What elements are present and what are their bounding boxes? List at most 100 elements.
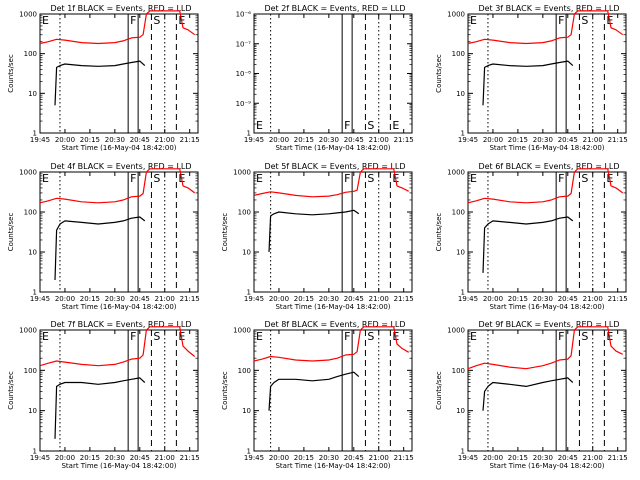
panel-det-5: Det 5f BLACK = Events, RED = LLD 1 10 100 10… bbox=[221, 162, 414, 311]
plot-frame bbox=[467, 13, 627, 134]
y-tick-label: 100 bbox=[24, 50, 37, 58]
y-tick-label: 10 bbox=[456, 249, 465, 257]
y-axis-label: Counts/sec bbox=[221, 371, 229, 410]
marker-label: F bbox=[558, 330, 564, 343]
x-tick-label: 20:45 bbox=[344, 454, 364, 462]
y-tick-label: 10 bbox=[456, 90, 465, 98]
x-tick-label: 20:00 bbox=[483, 454, 503, 462]
x-tick-label: 21:00 bbox=[583, 136, 603, 144]
y-tick-label: 1000 bbox=[19, 169, 37, 177]
plot-frame bbox=[253, 171, 413, 293]
x-tick-label: 19:45 bbox=[30, 295, 50, 303]
x-tick-label: 20:45 bbox=[130, 454, 150, 462]
x-tick-label: 20:00 bbox=[483, 295, 503, 303]
y-axis-label: Counts/sec bbox=[221, 213, 229, 252]
x-tick-label: 20:00 bbox=[269, 454, 289, 462]
y-tick-label: 1 bbox=[247, 130, 251, 138]
x-tick-label: 20:00 bbox=[483, 136, 503, 144]
x-tick-label: 20:45 bbox=[344, 295, 364, 303]
marker-label: E bbox=[42, 330, 49, 343]
panel-det-8: Det 8f BLACK = Events, RED = LLD 1 10 100 10… bbox=[221, 320, 414, 470]
y-tick-label: 1 bbox=[33, 448, 37, 456]
y-axis-label: Counts/sec bbox=[435, 371, 443, 410]
x-tick-label: 21:15 bbox=[608, 454, 628, 462]
x-tick-label: 20:45 bbox=[130, 295, 150, 303]
x-tick-label: 20:15 bbox=[294, 136, 314, 144]
y-tick-label: 10⁻⁶ bbox=[236, 11, 252, 19]
marker-label: S bbox=[581, 330, 588, 343]
marker-label: F bbox=[558, 14, 564, 27]
x-tick-label: 21:15 bbox=[180, 295, 200, 303]
events-series-line bbox=[54, 216, 146, 281]
panel-title: Det 4f BLACK = Events, RED = LLD bbox=[50, 162, 191, 171]
x-tick-label: 20:00 bbox=[55, 136, 75, 144]
marker-label: E bbox=[256, 172, 263, 185]
x-axis-label: Start Time (16-May-04 18:42:00) bbox=[61, 303, 176, 311]
marker-label: E bbox=[256, 119, 263, 132]
x-tick-label: 20:15 bbox=[508, 295, 528, 303]
panel-det-3: Det 3f BLACK = Events, RED = LLD 1 10 100 10… bbox=[435, 4, 628, 152]
y-tick-label: 1 bbox=[461, 448, 465, 456]
x-tick-label: 21:15 bbox=[180, 136, 200, 144]
marker-label: F bbox=[344, 172, 350, 185]
panel-det-9: Det 9f BLACK = Events, RED = LLD 1 10 100 10… bbox=[435, 320, 628, 470]
x-tick-label: 20:30 bbox=[533, 136, 553, 144]
events-series-line bbox=[482, 377, 574, 411]
y-tick-label: 10 bbox=[242, 249, 251, 257]
lld-series-line bbox=[467, 326, 623, 370]
x-tick-label: 19:45 bbox=[244, 454, 264, 462]
x-tick-label: 20:15 bbox=[80, 454, 100, 462]
panel-title: Det 5f BLACK = Events, RED = LLD bbox=[264, 162, 405, 171]
lld-series-line bbox=[467, 10, 624, 45]
y-tick-label: 1 bbox=[33, 289, 37, 297]
y-tick-label: 1000 bbox=[447, 327, 465, 335]
panel-title: Det 6f BLACK = Events, RED = LLD bbox=[478, 162, 619, 171]
x-tick-label: 20:30 bbox=[319, 136, 339, 144]
y-tick-label: 1 bbox=[461, 130, 465, 138]
x-tick-label: 20:00 bbox=[269, 136, 289, 144]
x-axis-label: Start Time (16-May-04 18:42:00) bbox=[275, 462, 390, 470]
x-axis-label: Start Time (16-May-04 18:42:00) bbox=[489, 462, 604, 470]
x-tick-label: 21:00 bbox=[369, 295, 389, 303]
x-tick-label: 19:45 bbox=[458, 136, 478, 144]
y-tick-label: 10 bbox=[242, 407, 251, 415]
plot-frame bbox=[39, 13, 199, 134]
x-axis-label: Start Time (16-May-04 18:42:00) bbox=[275, 303, 390, 311]
x-tick-label: 20:00 bbox=[269, 295, 289, 303]
x-axis-label: Start Time (16-May-04 18:42:00) bbox=[61, 144, 176, 152]
lld-series-line bbox=[467, 168, 624, 204]
marker-label: S bbox=[153, 172, 160, 185]
x-tick-label: 21:15 bbox=[180, 454, 200, 462]
marker-label: S bbox=[367, 172, 374, 185]
y-tick-label: 100 bbox=[238, 209, 251, 217]
x-tick-label: 19:45 bbox=[244, 136, 264, 144]
panel-title: Det 8f BLACK = Events, RED = LLD bbox=[264, 320, 405, 329]
y-tick-label: 1000 bbox=[447, 11, 465, 19]
x-tick-label: 21:00 bbox=[155, 295, 175, 303]
y-tick-label: 100 bbox=[452, 209, 465, 217]
y-tick-label: 100 bbox=[238, 367, 251, 375]
y-tick-label: 10 bbox=[28, 407, 37, 415]
y-tick-label: 1000 bbox=[19, 327, 37, 335]
x-tick-label: 19:45 bbox=[458, 454, 478, 462]
marker-label: E bbox=[470, 172, 477, 185]
x-tick-label: 20:45 bbox=[344, 136, 364, 144]
marker-label: S bbox=[153, 330, 160, 343]
x-tick-label: 21:00 bbox=[155, 454, 175, 462]
x-tick-label: 20:30 bbox=[319, 454, 339, 462]
plot-frame bbox=[467, 329, 627, 452]
x-tick-label: 21:00 bbox=[369, 454, 389, 462]
x-tick-label: 21:15 bbox=[394, 295, 414, 303]
x-axis-label: Start Time (16-May-04 18:42:00) bbox=[61, 462, 176, 470]
panel-det-6: Det 6f BLACK = Events, RED = LLD 1 10 100 10… bbox=[435, 162, 628, 311]
panel-det-4: Det 4f BLACK = Events, RED = LLD 1 10 100 10… bbox=[7, 162, 200, 311]
x-tick-label: 20:00 bbox=[55, 295, 75, 303]
marker-label: S bbox=[581, 14, 588, 27]
events-series-line bbox=[482, 60, 574, 106]
marker-label: E bbox=[392, 119, 399, 132]
x-tick-label: 20:15 bbox=[508, 454, 528, 462]
x-tick-label: 20:15 bbox=[80, 136, 100, 144]
x-tick-label: 20:30 bbox=[319, 295, 339, 303]
x-tick-label: 20:00 bbox=[55, 454, 75, 462]
